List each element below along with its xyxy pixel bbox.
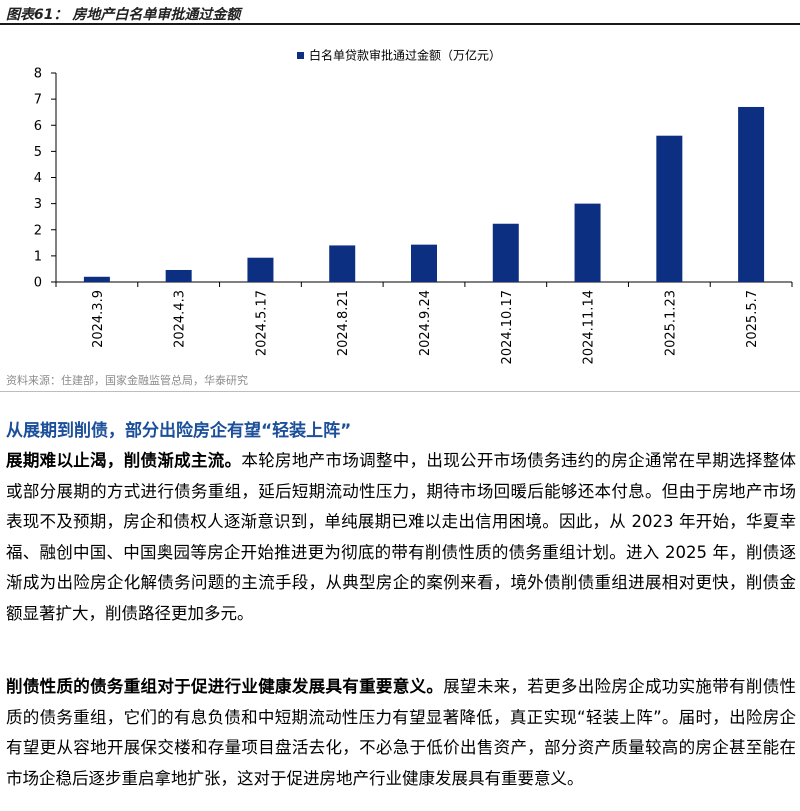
- x-tick-label: 2024.10.17: [500, 290, 515, 364]
- paragraph-1: 展期难以止渴，削债渐成主流。本轮房地产市场调整中，出现公开市场债务违约的房企通常…: [6, 446, 796, 629]
- y-tick-label: 3: [34, 197, 42, 212]
- x-tick-label: 2024.8.21: [336, 290, 351, 356]
- y-tick-label: 8: [34, 67, 42, 82]
- legend-swatch: [297, 52, 304, 59]
- bar: [247, 257, 274, 282]
- y-tick-label: 7: [34, 93, 42, 108]
- x-tick-label: 2025.1.23: [663, 290, 678, 356]
- bar: [738, 106, 765, 283]
- bar: [492, 223, 519, 282]
- bar: [656, 135, 683, 282]
- y-tick-label: 2: [34, 223, 42, 238]
- y-tick-label: 4: [34, 171, 42, 186]
- figure-title: 图表61： 房地产白名单审批通过金额: [6, 7, 241, 23]
- figure-source: 资料来源：住建部，国家金融监管总局，华泰研究: [6, 374, 248, 387]
- paragraph-2-body: 展望未来，若更多出险房企成功实施带有削债性质的债务重组，它们的有息负债和中短期流…: [6, 677, 797, 788]
- section-heading: 从展期到削债，部分出险房企有望“轻装上阵”: [6, 421, 352, 441]
- y-tick-label: 0: [34, 276, 42, 291]
- paragraph-2: 削债性质的债务重组对于促进行业健康发展具有重要意义。展望未来，若更多出险房企成功…: [6, 672, 796, 794]
- x-tick-label: 2024.9.24: [418, 290, 433, 356]
- bar: [329, 245, 356, 282]
- bar: [574, 203, 601, 282]
- legend-label: 白名单贷款审批通过金额（万亿元）: [309, 48, 501, 63]
- x-tick-label: 2025.5.7: [745, 290, 760, 348]
- x-tick-label: 2024.11.14: [582, 290, 597, 364]
- figure-title-rule: [0, 23, 800, 25]
- y-tick-label: 6: [34, 119, 42, 134]
- y-tick-label: 1: [34, 249, 42, 264]
- x-tick-label: 2024.4.3: [173, 290, 188, 348]
- x-tick-label: 2024.5.17: [254, 290, 269, 356]
- x-tick-label: 2024.3.9: [91, 290, 106, 348]
- y-tick-label: 5: [34, 145, 42, 160]
- bar: [83, 276, 110, 282]
- whitelist-approval-bar-chart: 0 1 2 3 4 5 6 7 8 2024.3.9 2024.4.3 2024.5.17 2024.8…: [34, 48, 793, 364]
- paragraph-1-body: 本轮房地产市场调整中，出现公开市场债务违约的房企通常在早期选择整体或部分展期的方…: [6, 451, 797, 623]
- bar: [411, 244, 437, 282]
- paragraph-2-lead: 削债性质的债务重组对于促进行业健康发展具有重要意义。: [6, 677, 444, 696]
- bar: [165, 269, 192, 282]
- paragraph-1-lead: 展期难以止渴，削债渐成主流。: [6, 451, 242, 470]
- source-rule: [0, 391, 800, 392]
